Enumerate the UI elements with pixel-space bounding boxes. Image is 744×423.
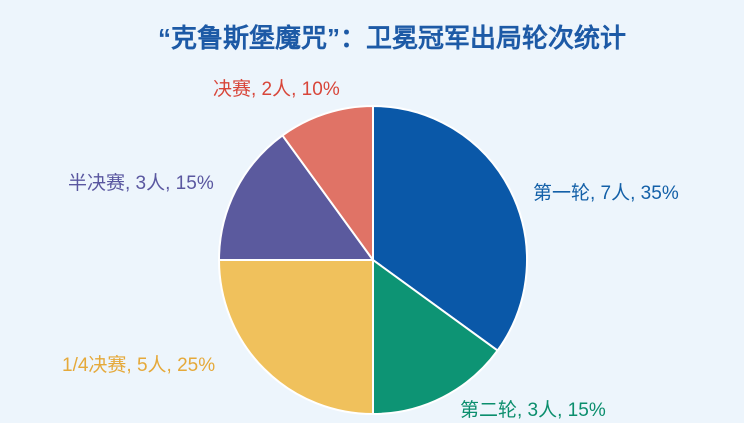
chart-title: “克鲁斯堡魔咒”：卫冕冠军出局轮次统计 — [158, 23, 626, 53]
pie-slices — [218, 105, 528, 415]
pie-slice-second-round — [372, 259, 499, 415]
data-label-semifinal: 半决赛, 3人, 15% — [68, 172, 214, 194]
data-label-first-round: 第一轮, 7人, 35% — [533, 182, 679, 204]
data-label-final: 决赛, 2人, 10% — [213, 78, 340, 100]
pie-slice-first-round — [372, 105, 528, 352]
pie-slice-final — [281, 105, 374, 261]
pie-slice-quarterfinal — [218, 259, 374, 415]
data-label-quarterfinal: 1/4决赛, 5人, 25% — [62, 354, 215, 376]
pie-slice-semifinal — [218, 134, 374, 261]
data-label-second-round: 第二轮, 3人, 15% — [460, 399, 606, 421]
